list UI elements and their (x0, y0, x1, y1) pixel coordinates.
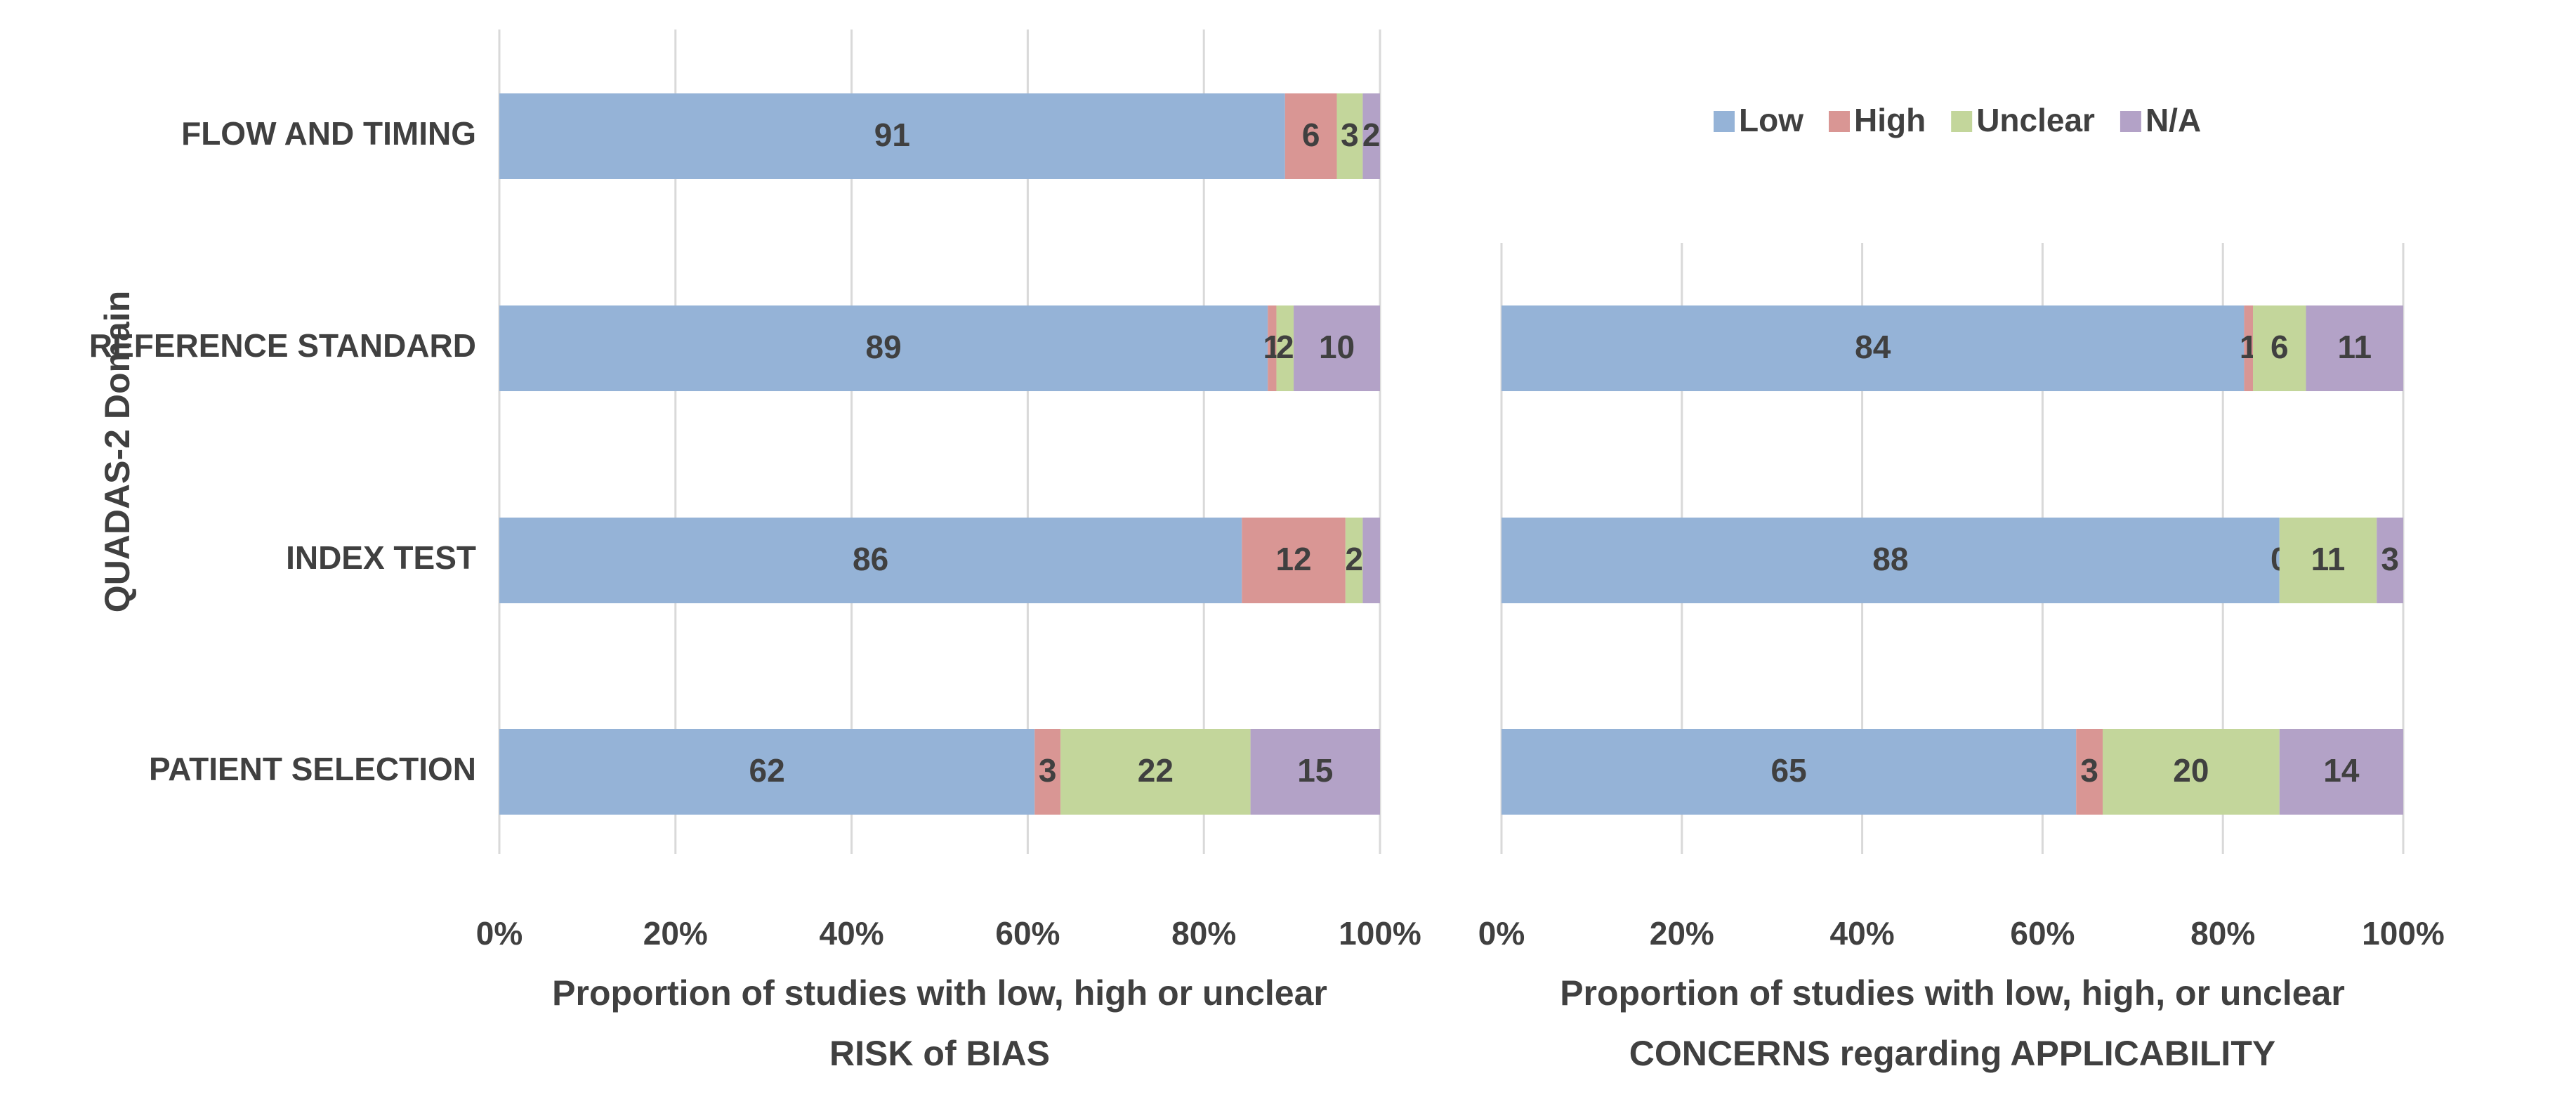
data-label: 91 (874, 117, 910, 153)
data-label: 88 (1872, 541, 1908, 577)
bar-segment (1250, 729, 1380, 815)
data-label: 14 (2323, 752, 2360, 789)
bar-segment (499, 729, 1035, 815)
bar-segment (1060, 729, 1251, 815)
y-tick-label: INDEX TEST (286, 539, 476, 576)
data-label: 15 (1297, 752, 1333, 789)
data-label: 86 (853, 541, 888, 577)
x-axis-title: CONCERNS regarding APPLICABILITY (1629, 1034, 2275, 1073)
x-tick-label: 100% (1339, 915, 1421, 952)
x-tick-label: 0% (476, 915, 523, 952)
data-label: 3 (1341, 117, 1359, 153)
y-tick-label: PATIENT SELECTION (149, 751, 476, 787)
data-label: 22 (1138, 752, 1174, 789)
x-tick-label: 20% (1650, 915, 1714, 952)
bar-segment (1268, 305, 1277, 391)
bar-segment (1276, 305, 1294, 391)
x-tick-label: 40% (1830, 915, 1895, 952)
data-label: 6 (2271, 329, 2289, 365)
bar-segment (499, 518, 1242, 603)
x-tick-label: 40% (820, 915, 884, 952)
bar-segment (1362, 518, 1380, 603)
legend-label: Low (1739, 102, 1803, 138)
data-label: 2 (1362, 117, 1381, 153)
y-axis-title: QUADAS-2 Domain (98, 291, 137, 612)
bar-segment (2244, 305, 2253, 391)
bar-segment (1034, 729, 1061, 815)
x-tick-label: 0% (1478, 915, 1525, 952)
bar-segment (2253, 305, 2306, 391)
data-label: 11 (2337, 329, 2372, 365)
legend-swatch (1714, 111, 1735, 132)
data-label: 65 (1771, 752, 1807, 789)
bar-segment (2103, 729, 2280, 815)
bar-segment (2279, 518, 2377, 603)
data-label: 89 (866, 329, 902, 365)
bar-segment (1501, 305, 2245, 391)
legend-swatch (2120, 111, 2141, 132)
bar-segment (2377, 518, 2403, 603)
bar-segment (2306, 305, 2403, 391)
bar-segment (1284, 93, 1337, 179)
bar-segment (1362, 93, 1380, 179)
x-axis-title: RISK of BIAS (829, 1034, 1050, 1073)
legend-swatch (1828, 111, 1850, 132)
bar-segment (499, 93, 1285, 179)
bar-segment (1294, 305, 1380, 391)
bar-segment (1501, 518, 2280, 603)
bar-segment (499, 305, 1268, 391)
bar-segment (2279, 729, 2403, 815)
legend-swatch (1951, 111, 1973, 132)
data-label: 62 (749, 752, 785, 789)
bar-segment (1242, 518, 1346, 603)
data-label: 6 (1302, 117, 1320, 153)
data-label: 20 (2173, 752, 2209, 789)
legend-label: High (1854, 102, 1926, 138)
data-label: 11 (2311, 541, 2346, 577)
data-label: 2 (1276, 329, 1294, 365)
y-tick-label: REFERENCE STANDARD (89, 327, 476, 364)
x-tick-label: 20% (643, 915, 708, 952)
legend-label: N/A (2145, 102, 2201, 138)
data-label: 10 (1319, 329, 1355, 365)
legend-label: Unclear (1976, 102, 2095, 138)
bar-segment (1345, 518, 1363, 603)
data-label: 3 (1039, 752, 1057, 789)
data-label: 3 (2080, 752, 2098, 789)
data-label: 84 (1855, 329, 1891, 365)
data-label: 3 (2381, 541, 2399, 577)
x-tick-label: 60% (995, 915, 1060, 952)
x-tick-label: 100% (2362, 915, 2445, 952)
bar-segment (1501, 729, 2077, 815)
x-axis-title: Proportion of studies with low, high, or… (1560, 973, 2345, 1013)
x-tick-label: 80% (1171, 915, 1236, 952)
bar-segment (2076, 729, 2103, 815)
x-tick-label: 60% (2010, 915, 2075, 952)
x-axis-title: Proportion of studies with low, high or … (552, 973, 1327, 1013)
data-label: 2 (1345, 541, 1363, 577)
x-tick-label: 80% (2190, 915, 2255, 952)
y-tick-label: FLOW AND TIMING (181, 115, 476, 152)
data-label: 12 (1275, 541, 1311, 577)
bar-segment (1336, 93, 1363, 179)
